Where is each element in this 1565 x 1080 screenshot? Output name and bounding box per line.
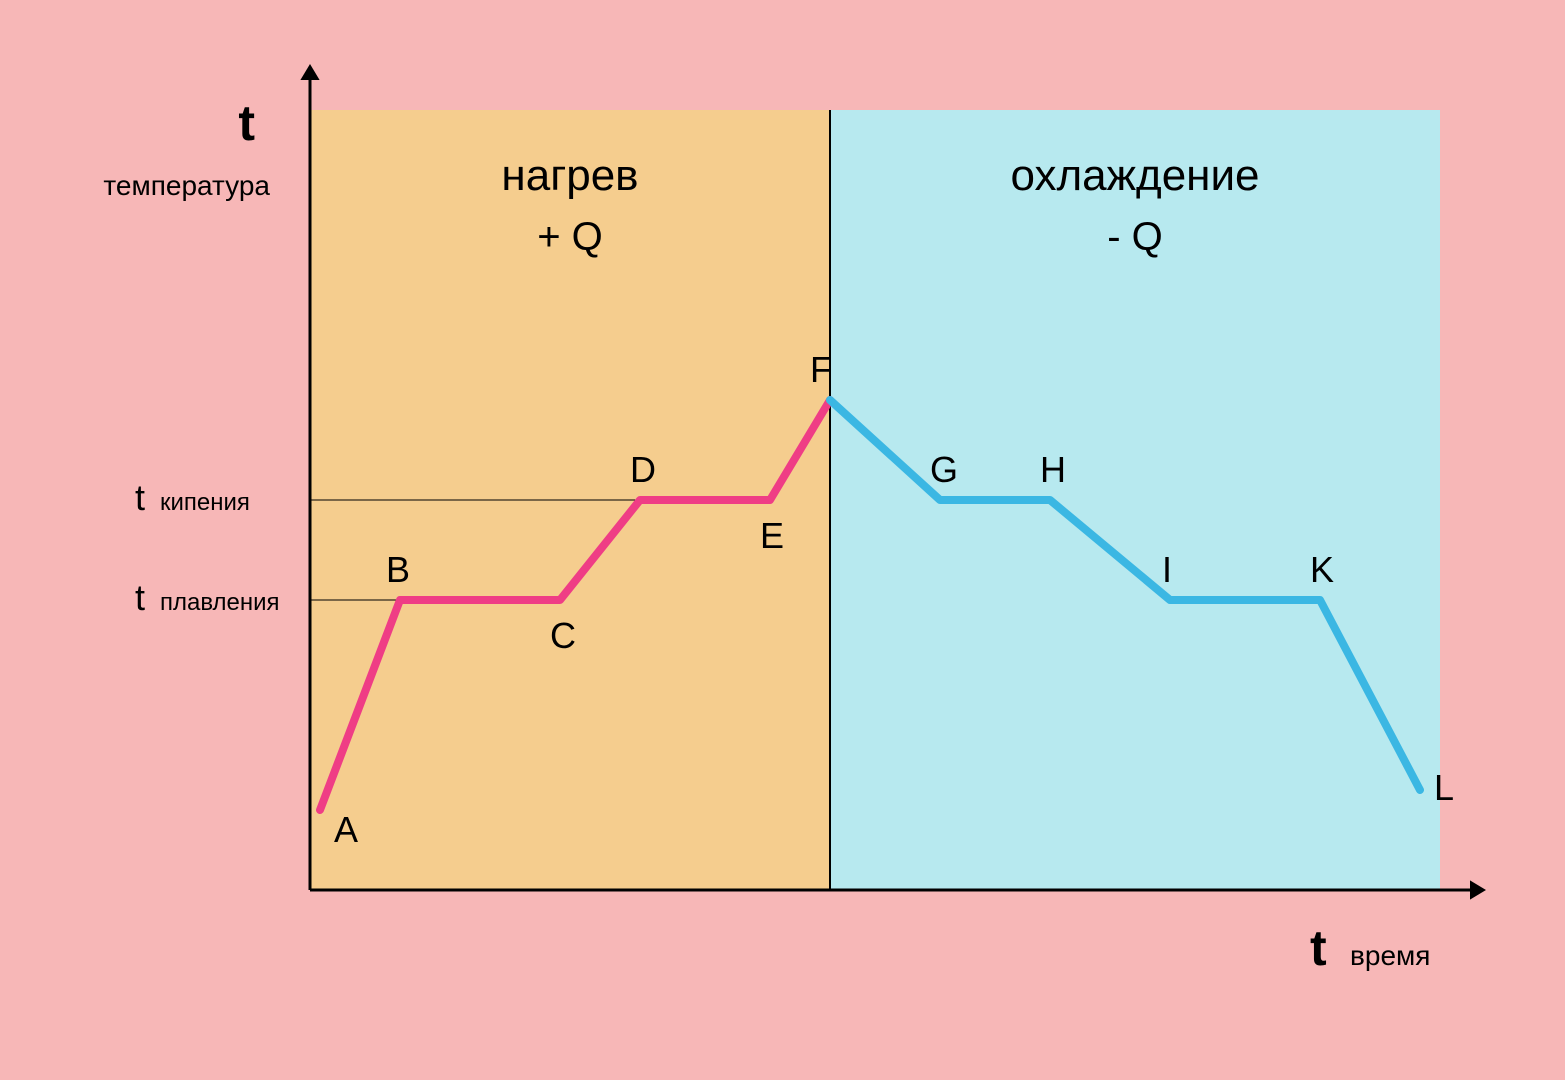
point-label-D: D [630,449,656,490]
x-axis-symbol: t [1310,920,1327,976]
point-label-C: C [550,615,576,656]
x-axis-label: время [1350,940,1430,971]
ytick-label-melt: плавления [160,589,280,616]
region-q-cooling: - Q [1107,215,1163,259]
ytick-label-boil: кипения [160,489,250,516]
y-axis-label: температура [103,170,270,201]
region-title-cooling: охлаждение [1010,151,1259,200]
region-q-heating: + Q [537,215,603,259]
point-label-H: H [1040,449,1066,490]
point-label-B: B [386,549,410,590]
point-label-L: L [1434,767,1454,808]
point-label-I: I [1162,549,1172,590]
ytick-symbol-melt: t [135,577,145,618]
ytick-symbol-boil: t [135,477,145,518]
chart-svg: A B C D E F G H I K Lнагрев + Q охлаждение - Q t темпер… [0,0,1565,1080]
point-label-G: G [930,449,958,490]
region-title-heating: нагрев [501,151,638,200]
point-label-K: K [1310,549,1334,590]
y-axis-symbol: t [238,95,255,151]
point-label-E: E [760,515,784,556]
point-label-F: F [810,349,832,390]
phase-change-chart: A B C D E F G H I K Lнагрев + Q охлаждение - Q t темпер… [0,0,1565,1080]
point-label-A: A [334,809,358,850]
